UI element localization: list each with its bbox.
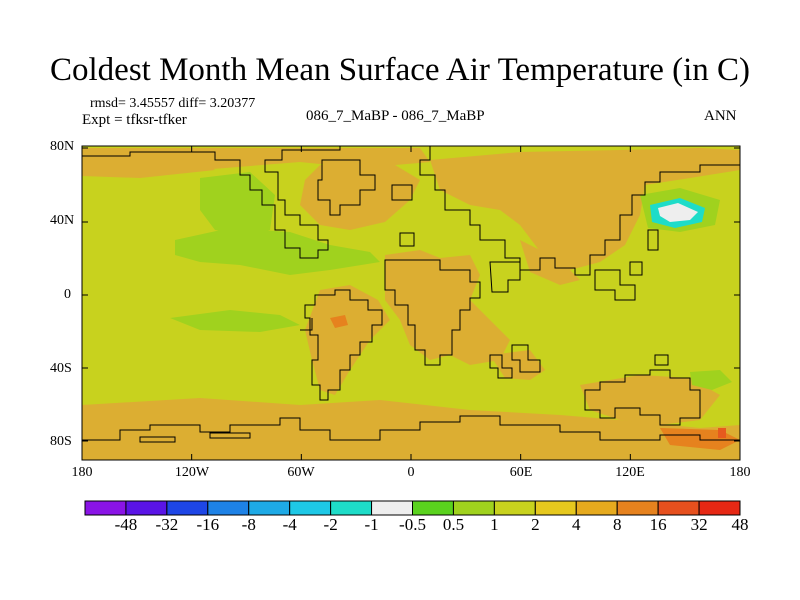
colorbar-swatch bbox=[575, 500, 618, 516]
colorbar-label: 2 bbox=[531, 515, 540, 534]
colorbar-label: -4 bbox=[282, 515, 297, 534]
colorbar-label: -1 bbox=[364, 515, 379, 534]
colorbar-swatch bbox=[330, 500, 373, 516]
colorbar-label: 8 bbox=[612, 515, 622, 534]
colorbar-swatch bbox=[289, 500, 332, 516]
colorbar-swatch bbox=[125, 500, 168, 516]
x-tick-label: 60E bbox=[509, 465, 533, 480]
colorbar-swatch bbox=[84, 500, 127, 516]
x-tick-label: 60W bbox=[287, 465, 315, 480]
y-tick-label: 80S bbox=[50, 434, 72, 449]
figure-title: Coldest Month Mean Surface Air Temperatu… bbox=[50, 52, 750, 88]
x-tick-label: 120E bbox=[615, 465, 645, 480]
colorbar-swatch bbox=[452, 500, 495, 516]
colorbar-swatch bbox=[166, 500, 209, 516]
y-tick-label: 0 bbox=[64, 287, 71, 302]
colorbar-label: -32 bbox=[155, 515, 179, 534]
y-tick-label: 40N bbox=[50, 213, 75, 228]
stats-label: rmsd= 3.45557 diff= 3.20377 bbox=[90, 96, 256, 111]
colorbar-label: 16 bbox=[649, 515, 667, 534]
colorbar-label: 4 bbox=[572, 515, 581, 534]
colorbar-label: -16 bbox=[196, 515, 220, 534]
colorbar-swatch bbox=[207, 500, 250, 516]
colorbar-swatch bbox=[412, 500, 454, 516]
colorbar-swatch bbox=[657, 500, 700, 516]
colorbar-swatch bbox=[698, 500, 741, 516]
colorbar bbox=[84, 500, 741, 516]
x-tick-label: 180 bbox=[71, 465, 93, 480]
colorbar-label: 0.5 bbox=[442, 515, 465, 534]
colorbar-swatch bbox=[534, 500, 577, 516]
x-tick-label: 0 bbox=[407, 465, 415, 480]
colorbar-label: 32 bbox=[690, 515, 708, 534]
colorbar-swatch bbox=[248, 500, 291, 516]
colorbar-swatch bbox=[493, 500, 536, 516]
colorbar-label: -0.5 bbox=[399, 515, 426, 534]
y-tick-label: 40S bbox=[50, 361, 72, 376]
colorbar-label: 1 bbox=[490, 515, 499, 534]
season-label: ANN bbox=[704, 108, 737, 124]
temperature-field bbox=[82, 146, 740, 460]
y-tick-label: 80N bbox=[50, 139, 75, 154]
colorbar-swatch bbox=[371, 500, 413, 516]
colorbar-label: -48 bbox=[114, 515, 138, 534]
x-tick-label: 120W bbox=[174, 465, 210, 480]
experiment-label: Expt = tfksr-tfker bbox=[82, 112, 187, 128]
x-tick-label: 180 bbox=[729, 465, 751, 480]
colorbar-swatch bbox=[616, 500, 659, 516]
period-label: 086_7_MaBP - 086_7_MaBP bbox=[306, 108, 485, 124]
colorbar-label: 48 bbox=[731, 515, 749, 534]
colorbar-label: -2 bbox=[323, 515, 338, 534]
colorbar-label: -8 bbox=[241, 515, 256, 534]
